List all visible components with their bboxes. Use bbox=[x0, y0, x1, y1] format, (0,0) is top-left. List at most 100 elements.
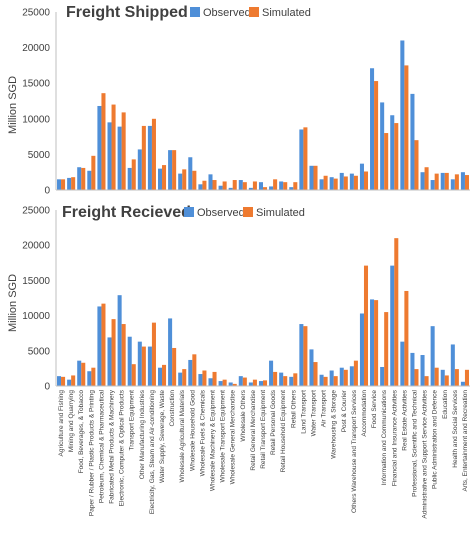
bar-observed bbox=[329, 177, 334, 190]
legend: Observed Simulated bbox=[190, 7, 311, 19]
bar-simulated bbox=[212, 180, 217, 190]
bar-simulated bbox=[414, 140, 419, 190]
bar-observed bbox=[248, 382, 253, 386]
x-category-label: Water Transport bbox=[310, 390, 317, 437]
y-tick-label: 15000 bbox=[22, 79, 50, 90]
y-tick-labels: 0 5000 10000 15000 20000 25000 bbox=[22, 8, 50, 197]
bar-simulated bbox=[101, 303, 106, 386]
bar-simulated bbox=[263, 380, 268, 386]
bar-simulated bbox=[91, 367, 96, 386]
bar-observed bbox=[238, 180, 243, 190]
chart-freight-shipped: Freight Shipped Observed Simulated Milli… bbox=[7, 4, 470, 197]
bar-simulated bbox=[363, 265, 369, 386]
x-category-label: Electronic, Computer & Optical Products bbox=[119, 389, 126, 506]
bar-simulated bbox=[273, 179, 278, 190]
bar-observed bbox=[258, 381, 263, 386]
bar-simulated bbox=[283, 182, 288, 190]
bar-simulated bbox=[91, 155, 96, 190]
x-category-label: Warehousing & Storage bbox=[331, 390, 338, 459]
bar-simulated bbox=[131, 364, 136, 386]
x-category-label: Paper / Rubber / Plastic Products & Prin… bbox=[88, 390, 95, 516]
bar-simulated bbox=[81, 362, 86, 386]
bars bbox=[57, 40, 469, 191]
bar-simulated bbox=[424, 376, 429, 386]
x-category-label: Wholesale Agricultural Materials bbox=[179, 389, 186, 482]
legend: Observed Simulated bbox=[184, 207, 305, 219]
bar-simulated bbox=[414, 369, 419, 386]
bar-simulated bbox=[222, 379, 227, 386]
bar-observed bbox=[440, 369, 445, 386]
bar-simulated bbox=[333, 178, 338, 190]
bar-simulated bbox=[182, 169, 187, 190]
bar-observed bbox=[77, 360, 82, 386]
y-tick-label: 20000 bbox=[22, 43, 50, 54]
y-tick-labels: 0 5000 10000 15000 20000 25000 bbox=[22, 206, 50, 393]
x-category-label: Construction bbox=[169, 390, 176, 427]
bar-simulated bbox=[111, 319, 116, 386]
bar-observed bbox=[269, 360, 274, 386]
bar-simulated bbox=[192, 170, 197, 190]
x-category-label: Wholesale Fuels & Chemicals bbox=[199, 389, 206, 476]
x-category-label: Wholesale General Merchandise bbox=[230, 390, 237, 485]
x-category-label: Retail General Merchandise bbox=[250, 390, 257, 471]
bar-simulated bbox=[71, 375, 76, 386]
bar-simulated bbox=[283, 376, 288, 386]
bar-simulated bbox=[394, 123, 399, 190]
bar-observed bbox=[309, 165, 314, 190]
bar-observed bbox=[57, 179, 62, 190]
chart-freight-received: Freight Recieved Observed Simulated Mill… bbox=[7, 204, 470, 519]
bar-simulated bbox=[61, 179, 66, 190]
bar-simulated bbox=[384, 133, 389, 190]
x-category-label: Arts, Entertainment and Recreation bbox=[462, 390, 469, 492]
bar-observed bbox=[168, 150, 173, 190]
bar-observed bbox=[87, 371, 92, 386]
bar-observed bbox=[370, 299, 375, 386]
x-category-label: Wholesale Machinery & Equipment bbox=[210, 390, 217, 491]
bar-simulated bbox=[222, 181, 227, 190]
bar-simulated bbox=[202, 180, 207, 190]
bar-simulated bbox=[232, 383, 237, 386]
bar-observed bbox=[248, 187, 253, 190]
bar-observed bbox=[258, 182, 263, 190]
x-category-label: Financial and Insurance Activities bbox=[391, 389, 398, 486]
bar-simulated bbox=[273, 371, 278, 386]
bar-simulated bbox=[343, 176, 348, 190]
bars bbox=[57, 238, 469, 386]
bar-simulated bbox=[242, 377, 247, 386]
bar-simulated bbox=[313, 362, 318, 386]
bar-simulated bbox=[151, 322, 156, 386]
bar-simulated bbox=[81, 167, 86, 190]
bar-observed bbox=[77, 167, 82, 190]
bar-observed bbox=[178, 173, 183, 190]
y-tick-label: 5000 bbox=[28, 346, 51, 357]
x-category-label: Transport Equipment bbox=[129, 390, 136, 451]
bar-observed bbox=[157, 168, 163, 190]
bar-observed bbox=[319, 179, 324, 190]
legend-swatch-observed bbox=[190, 7, 200, 17]
bar-observed bbox=[390, 115, 395, 190]
bar-observed bbox=[168, 318, 173, 386]
y-tick-label: 15000 bbox=[22, 276, 50, 287]
y-axis-label: Million SGD bbox=[7, 76, 19, 134]
bar-observed bbox=[380, 366, 385, 386]
bar-simulated bbox=[263, 187, 268, 190]
bar-simulated bbox=[394, 238, 399, 386]
legend-swatch-simulated bbox=[249, 7, 259, 17]
bar-observed bbox=[420, 355, 425, 386]
y-tick-label: 0 bbox=[44, 382, 50, 393]
bar-observed bbox=[57, 376, 62, 386]
bar-observed bbox=[127, 167, 132, 190]
bar-observed bbox=[450, 344, 455, 386]
bar-observed bbox=[359, 163, 364, 190]
bar-observed bbox=[299, 324, 304, 386]
bar-observed bbox=[410, 93, 415, 190]
x-category-label: Land Transport bbox=[300, 390, 307, 434]
x-category-label: Fabricated Metal Products & Machinery bbox=[109, 389, 116, 504]
bar-simulated bbox=[404, 290, 409, 386]
bar-simulated bbox=[374, 81, 379, 190]
bar-simulated bbox=[293, 373, 298, 386]
bar-simulated bbox=[363, 171, 369, 190]
x-category-label: Food Service bbox=[371, 390, 378, 429]
y-tick-label: 25000 bbox=[22, 206, 50, 217]
